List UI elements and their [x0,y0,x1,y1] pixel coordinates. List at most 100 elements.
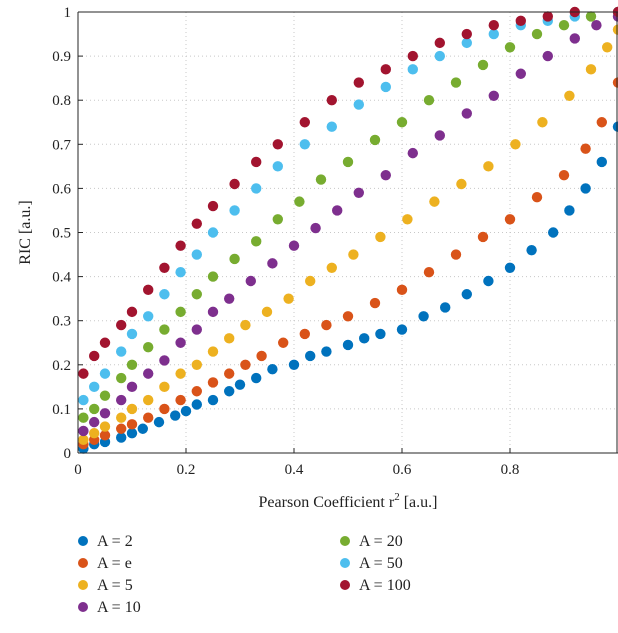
data-point [99,337,111,348]
data-point [569,33,580,44]
data-point [375,328,386,340]
data-point [116,372,127,384]
data-point [137,423,148,434]
data-point [526,244,537,256]
x-tick-label: 0.6 [393,462,412,478]
legend-label: A = 10 [97,599,141,616]
data-point [461,37,472,49]
y-tick-label: 0.7 [52,137,71,153]
data-point [159,381,170,393]
data-point [585,64,597,75]
data-point [126,306,138,318]
data-point [251,156,262,168]
data-point [191,289,202,300]
data-point [143,311,154,322]
legend-item: A = 10 [78,599,141,617]
data-point [240,359,251,370]
data-point [99,390,111,401]
legend-item: A = e [78,555,132,573]
data-point [548,227,559,238]
data-point [283,293,294,304]
data-point [99,408,111,419]
data-point [191,324,202,335]
data-point [515,15,526,27]
data-point [89,381,100,393]
legend-item: A = 20 [340,533,403,551]
legend-marker [78,580,88,591]
data-point [488,90,499,101]
data-point [602,42,613,53]
data-point [558,169,570,181]
data-point [353,99,364,110]
x-tick-label: 0.8 [501,462,520,478]
data-point [580,183,591,194]
data-point [143,284,154,296]
data-point [564,90,575,101]
data-point [78,412,89,423]
y-tick-label: 0.3 [52,314,71,330]
data-point [191,359,202,370]
data-point [537,117,548,128]
data-point [299,117,310,128]
data-point [180,405,192,417]
series-2 [78,77,618,450]
data-point [78,434,89,445]
y-axis-label: RIC [a.u.] [17,200,34,264]
data-point [299,139,310,150]
data-point [116,394,127,406]
data-point [288,359,300,370]
data-point [126,419,138,430]
data-point [267,258,278,269]
data-point [251,372,262,384]
data-point [191,399,202,410]
y-tick-label: 0.1 [52,402,71,418]
data-point [461,28,472,40]
data-point [591,20,602,31]
data-point [353,77,364,88]
data-point [342,339,354,351]
data-point [477,231,489,243]
data-point [450,77,462,88]
data-point [229,205,240,216]
data-point [224,386,235,397]
y-tick-label: 0 [64,446,72,462]
data-point [440,302,451,313]
data-point [99,430,111,441]
data-point [477,59,489,71]
data-point [353,187,364,199]
data-point [234,379,246,390]
data-point [261,306,273,318]
data-point [224,293,235,304]
data-point [332,205,343,216]
data-point [89,350,100,362]
legend-item: A = 50 [340,555,403,573]
data-point [407,147,418,159]
legend-label: A = 100 [359,577,411,594]
data-point [504,42,516,53]
data-point [191,218,202,229]
data-point [272,214,283,225]
y-tick-label: 0.8 [52,93,71,109]
data-point [224,333,235,344]
data-point [175,368,186,379]
data-point [126,359,138,370]
data-point [159,355,170,366]
data-point [159,262,170,273]
data-point [207,200,219,212]
data-point [126,381,138,393]
data-point [531,28,543,40]
data-point [175,240,186,251]
data-point [159,403,170,415]
data-point [78,425,89,437]
data-point [359,333,370,344]
data-point [531,192,543,203]
data-point [294,196,305,207]
data-point [315,174,327,185]
data-point [423,266,435,278]
data-point [116,346,127,357]
data-point [272,161,283,172]
data-point [585,11,597,22]
data-point [580,143,591,154]
data-point [288,240,300,251]
data-point [326,262,337,273]
